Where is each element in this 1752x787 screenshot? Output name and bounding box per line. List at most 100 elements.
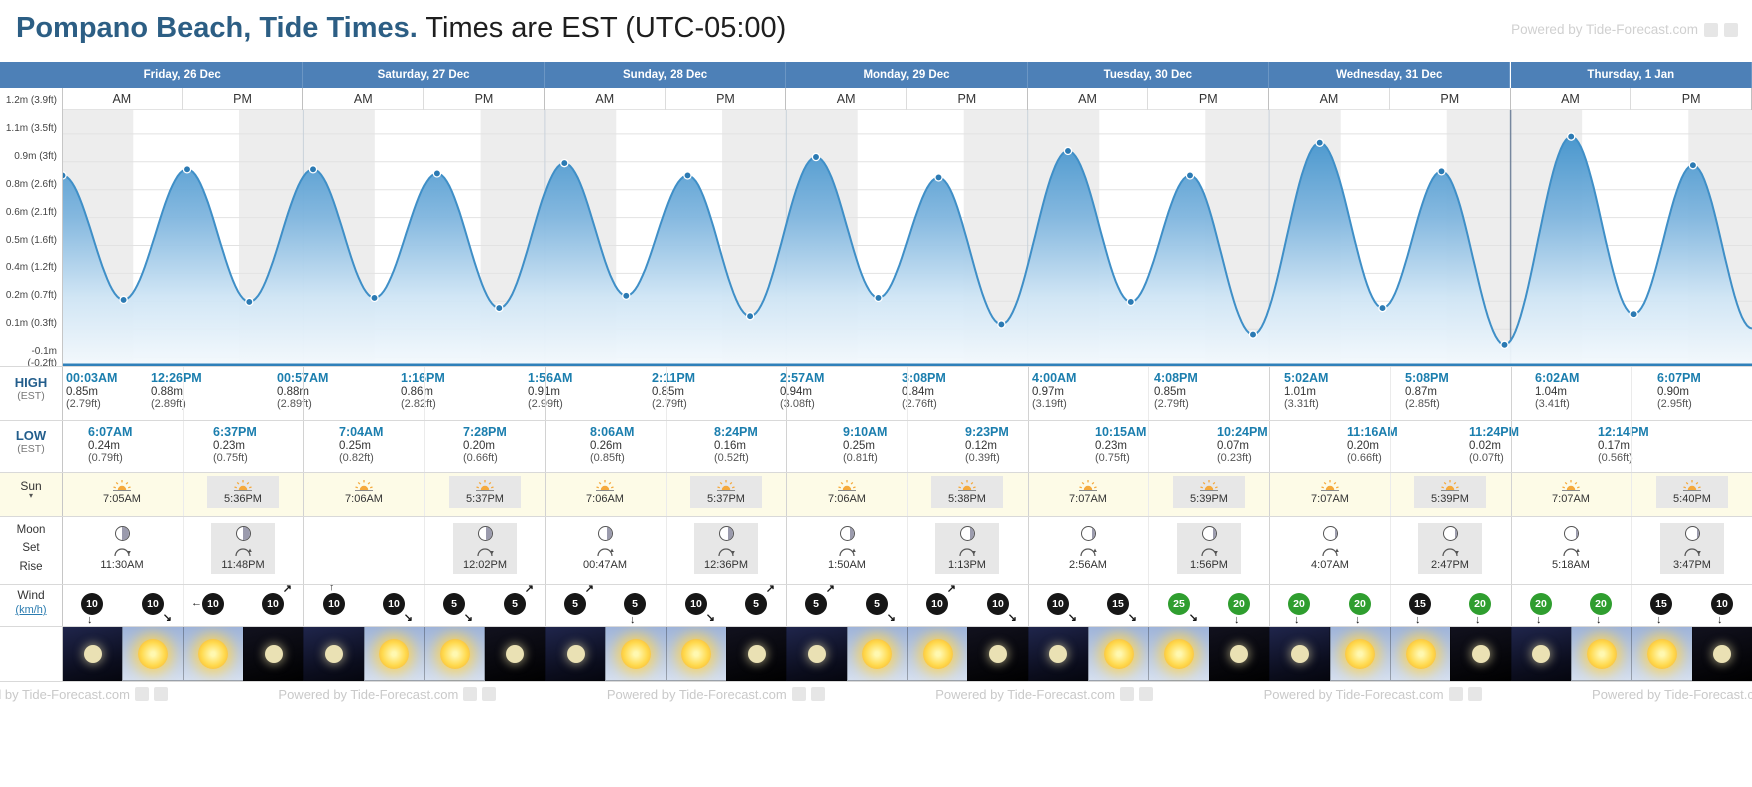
watermark-text[interactable]: Powered by Tide-Forecast.com xyxy=(1511,22,1698,37)
tide-extreme-marker xyxy=(1248,330,1258,339)
tide-height-ft: (2.76ft) xyxy=(902,398,937,410)
sunrise-event: 7:06AM xyxy=(328,476,400,508)
sunrise-time: 7:07AM xyxy=(1552,493,1590,505)
social-icon[interactable] xyxy=(1448,687,1463,701)
tide-height-m: 0.25m xyxy=(339,440,371,452)
tide-height-ft: (0.56ft) xyxy=(1598,452,1633,464)
watermark-text[interactable]: Powered by Tide-Forecast.com xyxy=(606,686,787,702)
tide-height-ft: (2.89ft) xyxy=(151,398,186,410)
moon-rise-event: 00:47AM xyxy=(573,523,637,574)
tide-height-m: 0.24m xyxy=(88,440,120,452)
watermark-text[interactable]: Powered by Tide-Forecast.com xyxy=(935,686,1116,702)
tide-curve-line xyxy=(62,135,1752,346)
social-icon[interactable] xyxy=(463,687,478,701)
wind-direction-arrow: ↗ xyxy=(825,583,835,595)
watermark-text[interactable]: Powered by Tide-Forecast.com xyxy=(278,686,459,702)
moonrise-icon xyxy=(839,548,856,557)
moon-phase-icon xyxy=(1684,526,1700,541)
watermark[interactable]: Powered by Tide-Forecast.com xyxy=(0,687,168,702)
wind-direction-arrow: ↗ xyxy=(946,583,956,595)
watermark-top[interactable]: Powered by Tide-Forecast.com xyxy=(1511,22,1738,37)
social-icon[interactable] xyxy=(1139,687,1154,701)
moon-image xyxy=(1471,644,1490,663)
pm-label: PM xyxy=(1631,88,1752,110)
wind-speed: 15 xyxy=(1107,593,1129,615)
moon-phase-icon xyxy=(1080,526,1096,541)
sky-tile-day xyxy=(1088,626,1150,681)
wind-marker: 20 ↓ xyxy=(1288,593,1310,626)
tide-time: 6:07AM xyxy=(88,425,133,439)
social-icon[interactable] xyxy=(791,687,806,701)
wind-marker: 10 ↑ xyxy=(323,582,345,615)
moon-set-event: 1:56PM xyxy=(1177,523,1241,574)
watermark[interactable]: Powered by Tide-Forecast.com xyxy=(1592,687,1752,702)
social-icon[interactable] xyxy=(134,687,149,701)
sun-image xyxy=(1164,638,1195,669)
social-icon[interactable] xyxy=(1704,22,1718,37)
tide-height-m: 0.97m xyxy=(1032,386,1064,398)
tide-height-ft: (2.89ft) xyxy=(277,398,312,410)
moon-image xyxy=(1230,644,1249,663)
high-tide-event: 4:00AM 0.97m (3.19ft) xyxy=(1032,371,1124,410)
wind-speed: 5 xyxy=(745,593,767,615)
moon-image xyxy=(1290,644,1309,663)
am-label: AM xyxy=(1511,88,1632,110)
tide-extreme-marker xyxy=(495,303,504,313)
moon-event-time: 12:02PM xyxy=(462,559,508,571)
wind-marker: 5 ↓ xyxy=(624,593,646,626)
sunrise-time: 7:05AM xyxy=(103,493,141,505)
tide-time: 6:07PM xyxy=(1657,371,1701,385)
sun-image xyxy=(1103,638,1134,669)
watermark-text[interactable]: Powered by Tide-Forecast.com xyxy=(1592,686,1752,702)
watermark[interactable]: Powered by Tide-Forecast.com xyxy=(278,686,497,702)
tide-height-ft: (2.99ft) xyxy=(528,398,620,410)
tide-extreme-marker xyxy=(245,297,254,307)
sunrise-time: 7:06AM xyxy=(586,493,624,505)
sky-tile-day xyxy=(907,626,969,681)
tide-height-ft: (3.41ft) xyxy=(1535,398,1570,410)
moon-rise-event: 4:07AM xyxy=(1298,523,1362,574)
high-tz-label: (EST) xyxy=(17,390,45,402)
moon-image xyxy=(325,644,344,663)
sky-tile-day xyxy=(363,626,426,681)
tide-extreme-marker xyxy=(1126,297,1136,307)
tide-height-m: 0.23m xyxy=(213,440,245,452)
tide-height-m: 0.94m xyxy=(780,386,812,398)
tide-height-ft: (0.85ft) xyxy=(590,452,625,464)
high-tide-event: 6:07PM 0.90m (2.95ft) xyxy=(1657,371,1749,410)
social-icon[interactable] xyxy=(153,687,168,701)
wind-unit-link[interactable]: (km/h) xyxy=(15,604,47,616)
sunset-time: 5:37PM xyxy=(466,493,504,505)
sunset-icon xyxy=(476,480,494,491)
sunset-time: 5:39PM xyxy=(1431,493,1469,505)
wind-speed: 15 xyxy=(1409,593,1431,615)
tide-height-ft: (0.81ft) xyxy=(843,452,878,464)
social-icon[interactable] xyxy=(1120,687,1135,701)
tide-height-m: 0.20m xyxy=(1347,440,1379,452)
sunset-event: 5:39PM xyxy=(1414,476,1486,508)
sun-image xyxy=(620,638,651,669)
wind-marker: 20 ↓ xyxy=(1469,593,1491,626)
social-icon[interactable] xyxy=(482,687,497,701)
y-axis-label: 1.1m (3.5ft) xyxy=(5,122,57,134)
social-icon[interactable] xyxy=(1467,687,1482,701)
wind-marker: 5 ↗ xyxy=(745,584,775,615)
tide-extreme-marker xyxy=(1500,340,1509,350)
watermark-text[interactable]: Powered by Tide-Forecast.com xyxy=(1263,686,1444,702)
watermark[interactable]: Powered by Tide-Forecast.com xyxy=(1264,687,1482,702)
tide-height-ft: (0.23ft) xyxy=(1217,452,1252,464)
sunset-event: 5:39PM xyxy=(1173,476,1245,508)
tide-time: 5:02AM xyxy=(1284,371,1329,385)
watermark-text[interactable]: Powered by Tide-Forecast.com xyxy=(0,686,130,702)
watermark[interactable]: Powered by Tide-Forecast.com xyxy=(607,687,825,702)
social-icon[interactable] xyxy=(810,687,825,701)
tide-time: 10:15AM xyxy=(1095,425,1147,439)
social-icon[interactable] xyxy=(1724,22,1738,37)
watermark[interactable]: Powered by Tide-Forecast.com xyxy=(935,686,1154,702)
low-label: LOW xyxy=(15,428,47,443)
sun-image xyxy=(439,638,470,669)
day-label: Tuesday, 30 Dec xyxy=(1103,69,1193,81)
wind-speed: 20 xyxy=(1228,593,1250,615)
tide-height-ft: (2.95ft) xyxy=(1657,398,1692,410)
low-tide-event: 11:24PM 0.02m (0.07ft) xyxy=(1469,425,1561,464)
